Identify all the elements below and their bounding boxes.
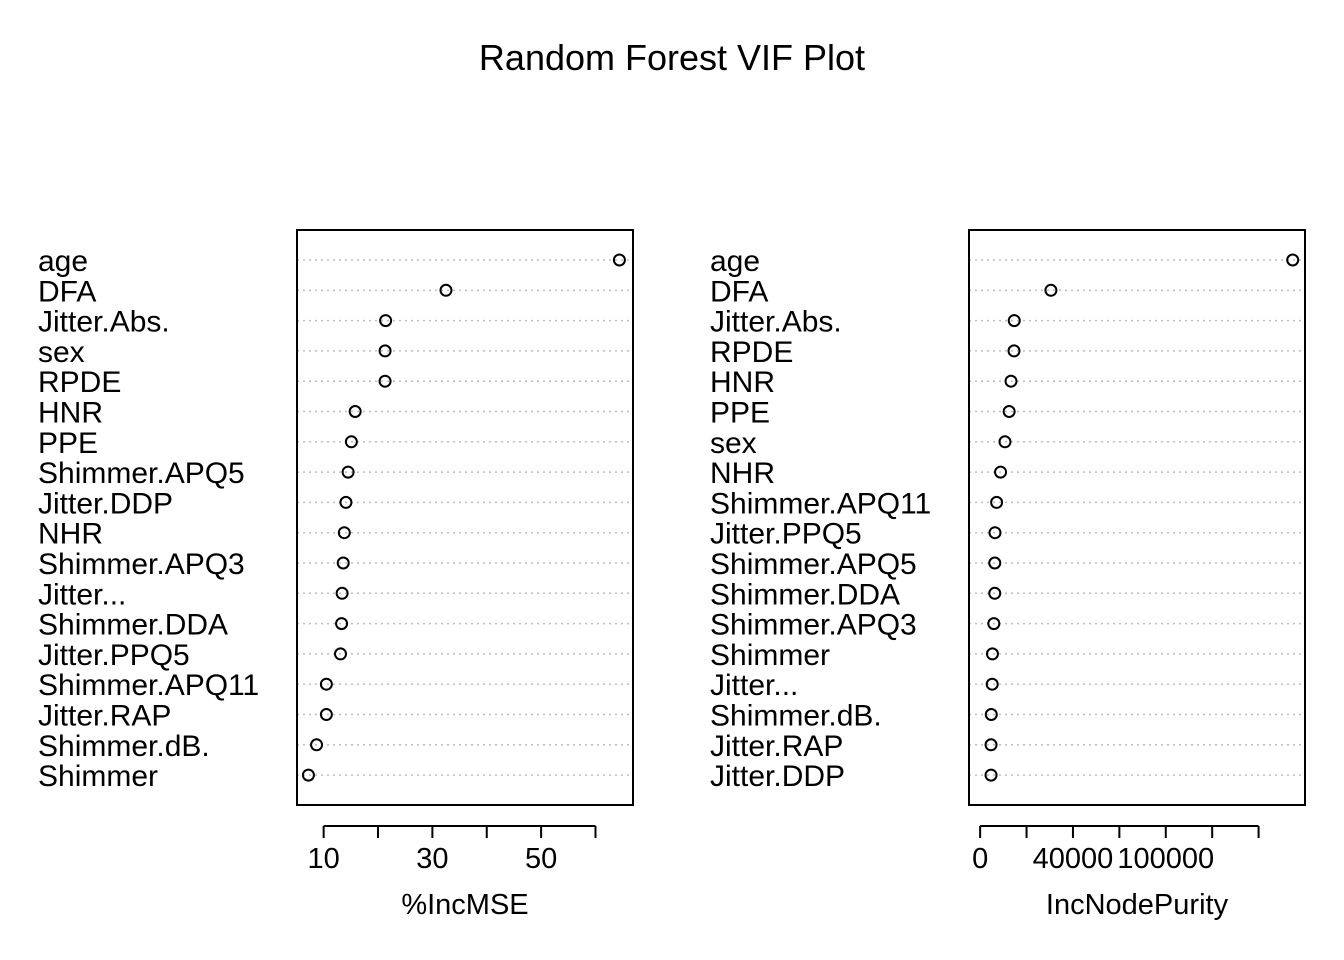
- variable-label: age: [710, 245, 760, 278]
- data-point: [378, 374, 392, 388]
- data-point: [988, 586, 1002, 600]
- data-point: [988, 556, 1002, 570]
- variable-label: Shimmer: [710, 639, 830, 672]
- panel-incmse: ageDFAJitter.Abs.sexRPDEHNRPPEShimmer.AP…: [38, 229, 634, 921]
- data-point: [335, 586, 349, 600]
- variable-label: Shimmer.DDA: [38, 609, 228, 642]
- variable-label: Jitter.Abs.: [38, 306, 170, 339]
- data-point: [378, 344, 392, 358]
- data-point: [335, 617, 349, 631]
- data-point: [341, 465, 355, 479]
- data-point: [990, 495, 1004, 509]
- data-point: [348, 405, 362, 418]
- variable-label: HNR: [38, 397, 103, 430]
- data-point: [439, 283, 453, 297]
- data-point: [1007, 314, 1021, 328]
- data-point: [333, 647, 347, 661]
- variable-label: Shimmer.APQ3: [710, 609, 917, 642]
- data-point: [339, 495, 353, 509]
- data-point: [344, 435, 358, 449]
- variable-label: Jitter.RAP: [38, 700, 171, 733]
- variable-label: Shimmer.dB.: [710, 700, 882, 733]
- variable-label: Jitter.DDP: [710, 760, 845, 793]
- variable-label: Shimmer: [38, 760, 158, 793]
- variable-label: Jitter.Abs.: [710, 306, 842, 339]
- variable-label: DFA: [38, 275, 96, 308]
- variable-label: Jitter...: [38, 578, 126, 611]
- x-axis-label: %IncMSE: [401, 889, 528, 921]
- data-point: [379, 314, 393, 328]
- x-tick-label: 40000: [1033, 843, 1114, 875]
- variable-label: Shimmer.APQ11: [38, 669, 259, 702]
- variable-label: RPDE: [38, 366, 121, 399]
- variable-label: Shimmer.dB.: [38, 730, 210, 763]
- variable-label: Shimmer.DDA: [710, 578, 900, 611]
- x-tick-label: 0: [972, 843, 988, 875]
- variable-label: DFA: [710, 275, 768, 308]
- data-point: [1286, 253, 1300, 267]
- x-tick-label: 100000: [1117, 843, 1214, 875]
- variable-label: sex: [710, 427, 757, 460]
- panel-incnodepurity: ageDFAJitter.Abs.RPDEHNRPPEsexNHRShimmer…: [710, 229, 1306, 921]
- data-point: [998, 435, 1012, 449]
- variable-label: RPDE: [710, 336, 793, 369]
- data-point: [985, 677, 999, 691]
- variable-label: Jitter.PPQ5: [710, 518, 862, 551]
- variable-label: age: [38, 245, 88, 278]
- data-point: [612, 253, 626, 267]
- data-point: [987, 617, 1001, 631]
- variable-label: PPE: [38, 427, 98, 460]
- data-point: [1007, 344, 1021, 358]
- data-point: [337, 526, 351, 540]
- variable-label: PPE: [710, 397, 770, 430]
- variable-label: HNR: [710, 366, 775, 399]
- variable-label: Shimmer.APQ5: [38, 457, 245, 490]
- data-point: [994, 465, 1008, 479]
- data-point: [301, 768, 315, 782]
- variable-label: NHR: [38, 518, 103, 551]
- data-point: [1004, 374, 1018, 388]
- variable-label: Jitter...: [710, 669, 798, 702]
- data-point: [310, 738, 324, 752]
- data-point: [984, 708, 998, 721]
- data-point: [336, 556, 350, 570]
- data-point: [985, 647, 999, 661]
- x-axis-label: IncNodePurity: [1046, 889, 1229, 921]
- data-point: [984, 738, 998, 752]
- variable-label: sex: [38, 336, 85, 369]
- data-point: [1044, 283, 1058, 297]
- variable-label: NHR: [710, 457, 775, 490]
- data-point: [1002, 405, 1016, 418]
- x-tick-label: 10: [308, 843, 340, 875]
- data-point: [984, 768, 998, 782]
- data-point: [319, 708, 333, 721]
- variable-label: Shimmer.APQ3: [38, 548, 245, 581]
- plot-frame: [968, 229, 1306, 806]
- chart-title: Random Forest VIF Plot: [479, 37, 865, 78]
- variable-label: Jitter.PPQ5: [38, 639, 190, 672]
- variable-label: Jitter.RAP: [710, 730, 843, 763]
- data-point: [988, 526, 1002, 540]
- variable-label: Shimmer.APQ5: [710, 548, 917, 581]
- variable-label: Jitter.DDP: [38, 487, 173, 520]
- plot-frame: [296, 229, 634, 806]
- x-tick-label: 50: [525, 843, 557, 875]
- variable-label: Shimmer.APQ11: [710, 487, 931, 520]
- x-tick-label: 30: [416, 843, 448, 875]
- data-point: [319, 677, 333, 691]
